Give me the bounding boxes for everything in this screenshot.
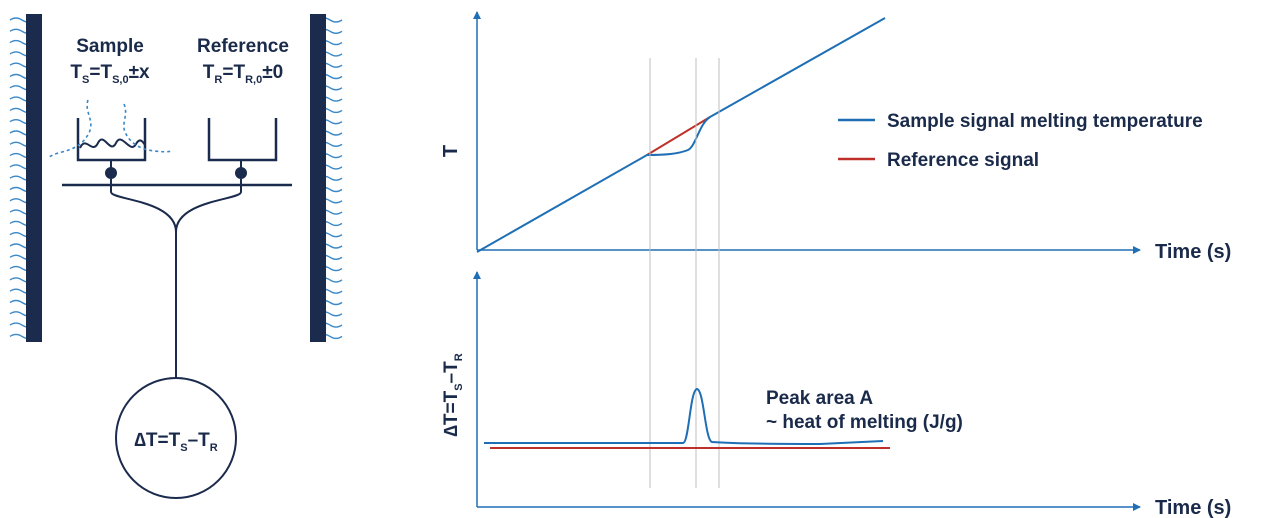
reference-sensor xyxy=(235,167,247,179)
melt-flow-left xyxy=(47,99,92,158)
sample-peak-line xyxy=(484,387,884,446)
transition-guides xyxy=(649,58,720,488)
reference-pan xyxy=(207,118,278,162)
legend-label-sample: Sample signal melting temperature xyxy=(887,111,1203,132)
furnace-wall-right xyxy=(310,14,326,342)
sample-wire xyxy=(110,179,177,233)
melt-flow-right xyxy=(123,103,173,153)
furnace-wall-left xyxy=(26,14,42,342)
delta-t-meter xyxy=(115,377,237,499)
peak-annotation-line2: ~ heat of melting (J/g) xyxy=(766,412,963,433)
top-x-label: Time (s) xyxy=(1155,241,1231,263)
sample-pan xyxy=(76,118,147,162)
reference-label: Reference xyxy=(197,36,289,57)
peak-annotation-line1: Peak area A xyxy=(766,388,873,409)
legend: Sample signal melting temperature Refere… xyxy=(838,111,1203,171)
sample-signal-line xyxy=(476,17,886,253)
sample-label: Sample xyxy=(76,36,144,57)
bottom-plot: ∆T=TS–TR Time (s) Peak area A ~ heat of … xyxy=(441,271,1231,518)
reference-equation: TR=TR,0±0 xyxy=(203,62,283,86)
meter-label: ∆T=TS–TR xyxy=(134,430,217,454)
top-plot: T Time (s) Sample signal melting tempera… xyxy=(440,11,1231,263)
legend-label-reference: Reference signal xyxy=(887,150,1039,171)
reference-wire xyxy=(175,179,242,233)
apparatus: Sample TS=TS,0±x Reference TR=TR,0±0 ∆T=… xyxy=(9,14,343,499)
sample-equation: TS=TS,0±x xyxy=(70,62,150,86)
top-y-label: T xyxy=(440,145,462,157)
sample-material-wave xyxy=(79,138,146,149)
reference-signal-line xyxy=(646,116,711,156)
bottom-x-label: Time (s) xyxy=(1155,497,1231,518)
bottom-y-label: ∆T=TS–TR xyxy=(441,353,465,436)
sample-sensor xyxy=(105,167,117,179)
